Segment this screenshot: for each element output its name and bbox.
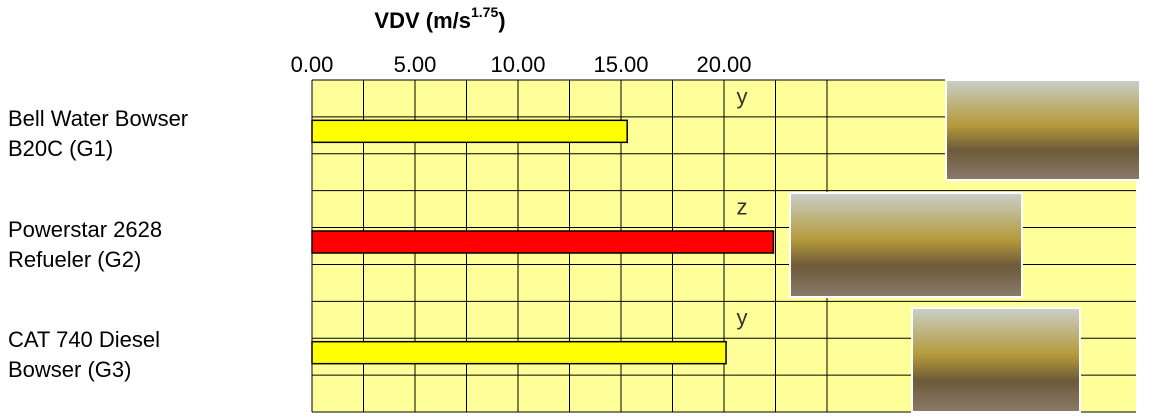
title-suffix: ) — [498, 8, 505, 33]
annotation: y — [737, 305, 748, 330]
annotation: y — [737, 84, 748, 109]
chart-title: VDV (m/s1.75) — [374, 4, 505, 33]
vehicle-photo — [789, 192, 1023, 298]
vehicle-photo — [945, 79, 1141, 181]
category-label: Bell Water Bowser B20C (G1) — [8, 106, 189, 161]
bar — [311, 230, 775, 254]
category-label: CAT 740 Diesel Bowser (G3) — [8, 327, 161, 383]
x-tick-label: 5.00 — [394, 52, 437, 77]
bar — [311, 340, 727, 365]
category-label: Powerstar 2628 Refueler (G2) — [8, 216, 163, 272]
x-tick-label: 20.00 — [696, 52, 751, 77]
x-tick-label: 10.00 — [490, 52, 545, 77]
annotation: z — [737, 194, 748, 219]
title-superscript: 1.75 — [471, 4, 498, 20]
x-tick-label: 15.00 — [593, 52, 648, 77]
bar — [311, 119, 628, 144]
vehicle-photo — [911, 307, 1081, 413]
title-text: VDV (m/s — [374, 8, 471, 33]
x-tick-label: 0.00 — [291, 52, 334, 77]
